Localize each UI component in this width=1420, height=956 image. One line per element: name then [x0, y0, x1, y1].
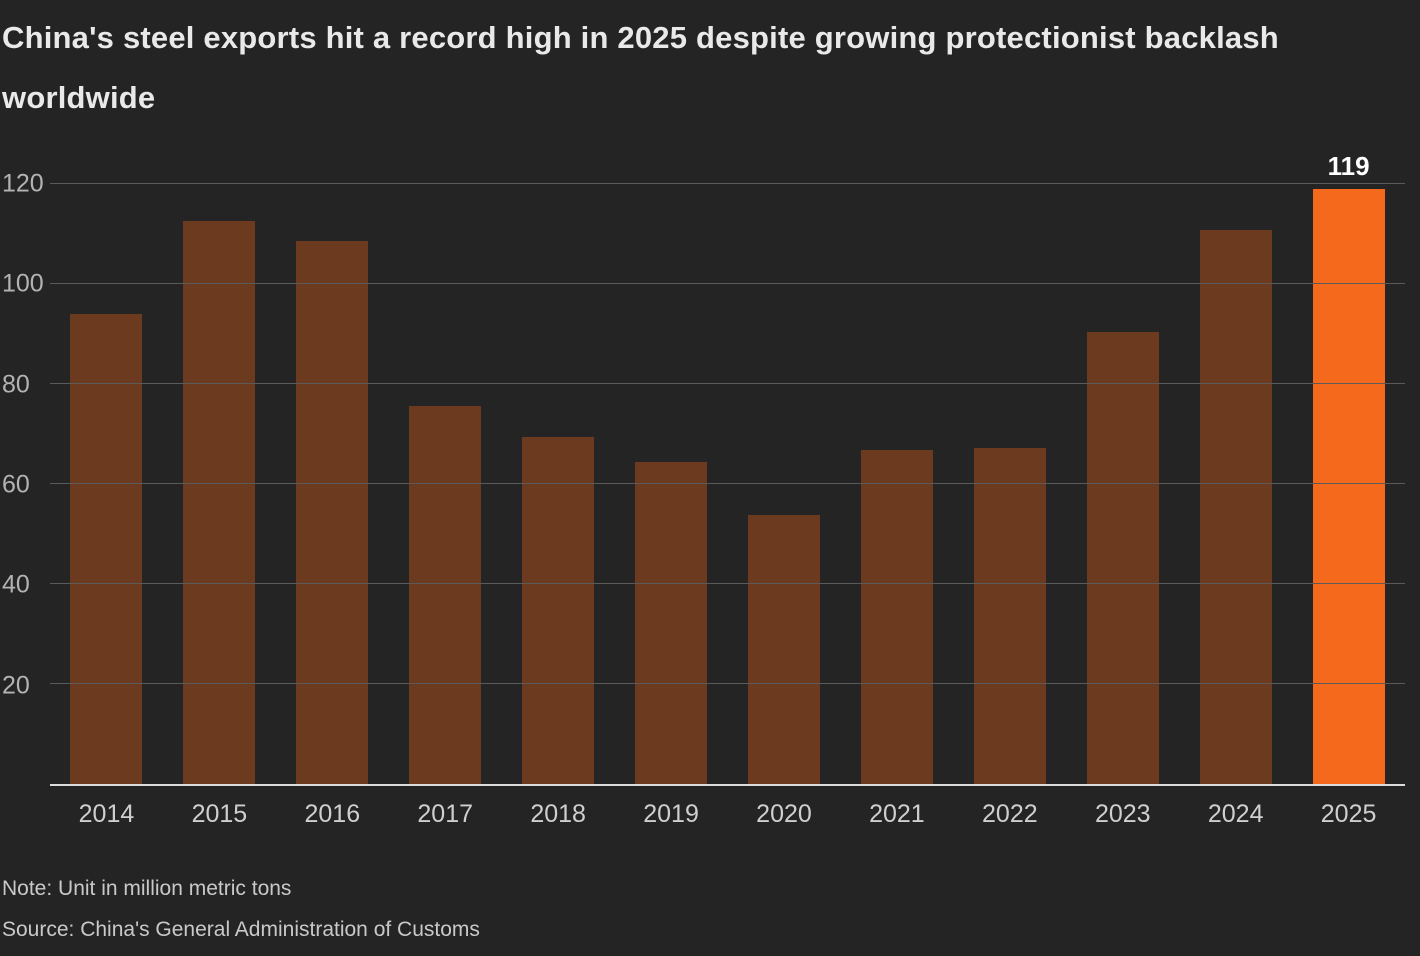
y-axis-tick-label: 80: [2, 370, 30, 399]
y-axis-tick-label: 20: [2, 671, 30, 700]
bar-2022: [973, 447, 1046, 784]
bar-2025: 119: [1312, 151, 1385, 784]
bar-slot-2017: [389, 184, 502, 784]
bars-container: 119: [50, 151, 1405, 784]
y-axis-tick-label: 100: [2, 269, 44, 298]
x-axis-tick-label: 2020: [756, 799, 812, 828]
bar-2014: [70, 313, 143, 784]
x-axis-tick-label: 2014: [78, 799, 135, 828]
bar-2023: [1086, 332, 1159, 784]
chart-title: China's steel exports hit a record high …: [2, 20, 1279, 116]
gridline: [50, 182, 1405, 184]
plot-area: 119: [50, 151, 1405, 786]
x-axis-tick-label: 2016: [304, 799, 361, 828]
bar-2021: [860, 449, 933, 784]
bar-slot-2018: [502, 184, 615, 784]
bar-2016: [296, 241, 369, 784]
bar-slot-2022: [953, 184, 1066, 784]
bar-2019: [635, 462, 708, 784]
gridline: [50, 282, 1405, 284]
gridline: [50, 382, 1405, 384]
x-axis-tick-label: 2021: [869, 799, 925, 828]
bar-2024: [1199, 230, 1272, 784]
y-axis-tick-label: 60: [2, 470, 30, 499]
x-axis-tick-label: 2025: [1320, 799, 1377, 828]
bar-slot-2021: [840, 184, 953, 784]
bar-slot-2025: 119: [1292, 151, 1405, 784]
x-axis-tick-label: 2015: [191, 799, 248, 828]
bar-slot-2024: [1179, 184, 1292, 784]
chart-page: China's steel exports hit a record high …: [0, 8, 1420, 956]
x-axis-tick-label: 2019: [643, 799, 699, 828]
bar-slot-2014: [50, 184, 163, 784]
bar-2018: [522, 437, 595, 784]
bar-slot-2023: [1066, 184, 1179, 784]
x-axis-tick-label: 2017: [417, 799, 474, 828]
bar-value-label: 119: [1327, 150, 1370, 181]
bar-slot-2015: [163, 184, 276, 784]
x-axis-tick-label: 2023: [1094, 799, 1151, 828]
bar-2015: [183, 221, 256, 784]
bar-slot-2016: [276, 184, 389, 784]
chart-note: Note: Unit in million metric tons: [2, 876, 292, 900]
gridline: [50, 582, 1405, 584]
bar-slot-2020: [728, 184, 841, 784]
y-axis-tick-label: 120: [2, 169, 44, 198]
x-axis-tick-label: 2018: [530, 799, 586, 828]
x-axis-tick-label: 2024: [1207, 799, 1264, 828]
x-axis: 2014 2015 2016 2017 2018 2019 2020 2021 2022 2023…: [50, 800, 1405, 829]
gridline: [50, 682, 1405, 684]
bar-2020: [747, 515, 820, 784]
y-axis-tick-label: 40: [2, 570, 30, 599]
bar-chart: 119 20 40 60 80 100 120: [0, 151, 1420, 786]
x-axis-tick-label: 2022: [982, 799, 1038, 828]
bar-2017: [409, 406, 482, 784]
chart-source: Source: China's General Administration o…: [2, 917, 480, 941]
gridline: [50, 482, 1405, 484]
bar-slot-2019: [615, 184, 728, 784]
